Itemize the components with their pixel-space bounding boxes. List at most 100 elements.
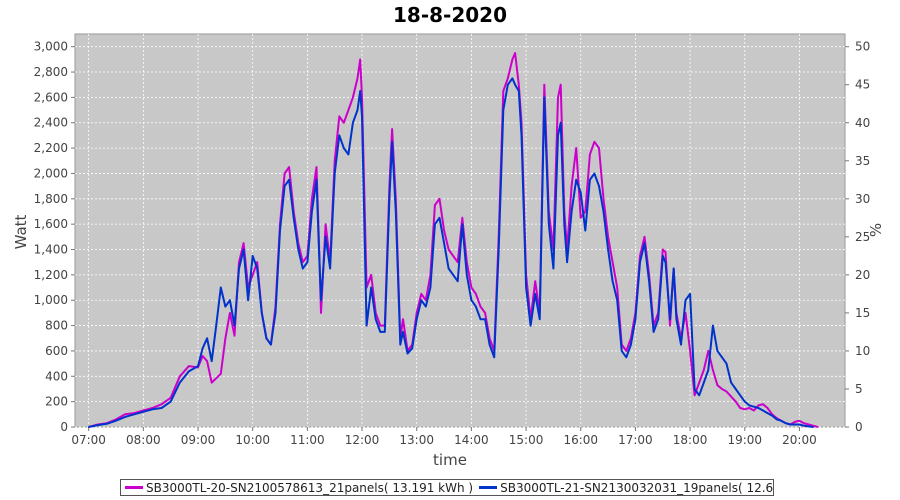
- y2-tick-label: 50: [855, 40, 870, 54]
- grid-lines: [75, 34, 845, 428]
- data-point: [292, 217, 295, 219]
- data-point: [395, 210, 397, 213]
- data-point: [639, 261, 641, 264]
- x-tick-label: 07:00: [71, 433, 106, 447]
- data-point: [475, 305, 477, 308]
- y-tick-label: 1,200: [34, 268, 68, 282]
- data-point: [315, 166, 318, 168]
- data-point: [757, 404, 760, 407]
- data-point: [511, 58, 514, 61]
- data-point: [518, 90, 520, 92]
- data-point: [548, 223, 550, 225]
- data-point: [693, 388, 696, 390]
- data-point: [333, 160, 336, 162]
- y-tick-label: 600: [45, 344, 68, 358]
- data-point: [766, 407, 769, 409]
- data-point: [333, 172, 336, 175]
- data-point: [425, 305, 427, 308]
- data-point: [625, 350, 628, 352]
- data-point: [420, 299, 423, 302]
- y2-tick-label: 0: [855, 420, 863, 434]
- data-point: [611, 280, 614, 283]
- data-point: [643, 236, 646, 238]
- data-point: [703, 369, 705, 371]
- data-point: [566, 261, 568, 264]
- data-point: [552, 267, 555, 270]
- data-point: [238, 267, 240, 270]
- data-point: [812, 426, 814, 428]
- data-point: [584, 210, 587, 213]
- data-point: [347, 153, 350, 156]
- data-point: [370, 274, 373, 276]
- data-point: [242, 248, 245, 251]
- data-point: [188, 370, 190, 373]
- data-point: [297, 248, 300, 251]
- data-point: [133, 413, 135, 416]
- data-point: [502, 109, 505, 111]
- data-point: [698, 381, 700, 384]
- x-tick-label: 17:00: [618, 433, 653, 447]
- data-point: [220, 286, 222, 289]
- data-point: [391, 128, 393, 130]
- data-point: [429, 286, 432, 289]
- data-point: [611, 261, 614, 264]
- data-point: [798, 419, 801, 422]
- x-tick-label: 08:00: [126, 433, 161, 447]
- data-point: [488, 343, 491, 346]
- data-point: [274, 312, 277, 314]
- y2-axis-label: %: [867, 223, 885, 237]
- legend-swatch-1: [125, 486, 143, 489]
- data-point: [753, 405, 755, 408]
- data-point: [511, 77, 514, 80]
- data-point: [188, 365, 190, 367]
- data-point: [434, 204, 436, 206]
- data-point: [672, 267, 675, 270]
- data-point: [142, 411, 145, 413]
- data-point: [559, 121, 562, 124]
- y-tick-label: 1,600: [34, 217, 68, 231]
- data-point: [616, 299, 618, 302]
- data-point: [725, 362, 728, 365]
- data-point: [557, 134, 559, 137]
- data-point: [789, 423, 792, 426]
- data-point: [201, 355, 204, 357]
- data-point: [739, 407, 741, 409]
- data-point: [543, 83, 546, 86]
- data-point: [311, 198, 313, 200]
- data-point: [507, 77, 509, 80]
- data-point: [224, 305, 227, 308]
- data-point: [420, 293, 423, 295]
- y-tick-label: 2,200: [34, 141, 68, 155]
- data-point: [775, 418, 778, 421]
- y2-tick-label: 35: [855, 154, 870, 168]
- data-point: [283, 172, 286, 175]
- data-point: [721, 356, 723, 359]
- data-point: [169, 397, 172, 399]
- data-point: [589, 153, 591, 156]
- data-point: [210, 381, 213, 384]
- data-point: [415, 318, 418, 321]
- data-point: [456, 280, 459, 283]
- y2-tick-label: 15: [855, 306, 870, 320]
- data-point: [359, 90, 362, 92]
- data-point: [625, 356, 628, 359]
- y-tick-label: 3,000: [34, 40, 68, 54]
- data-point: [438, 217, 441, 219]
- y2-tick-label: 45: [855, 78, 870, 92]
- series-lines: [87, 52, 819, 428]
- data-point: [563, 223, 566, 225]
- data-point: [602, 198, 605, 200]
- data-point: [502, 90, 505, 92]
- data-point: [570, 210, 573, 213]
- data-point: [730, 381, 732, 384]
- data-point: [443, 229, 445, 232]
- data-point: [265, 337, 268, 340]
- data-point: [575, 179, 577, 181]
- data-point: [452, 255, 455, 257]
- chart-canvas: 18-8-2020 02004006008001,0001,2001,4001,…: [12, 3, 885, 469]
- data-point: [559, 83, 562, 86]
- data-point: [484, 318, 486, 321]
- y-tick-label: 400: [45, 369, 68, 383]
- series-line-2: [88, 77, 814, 428]
- data-point: [201, 347, 204, 350]
